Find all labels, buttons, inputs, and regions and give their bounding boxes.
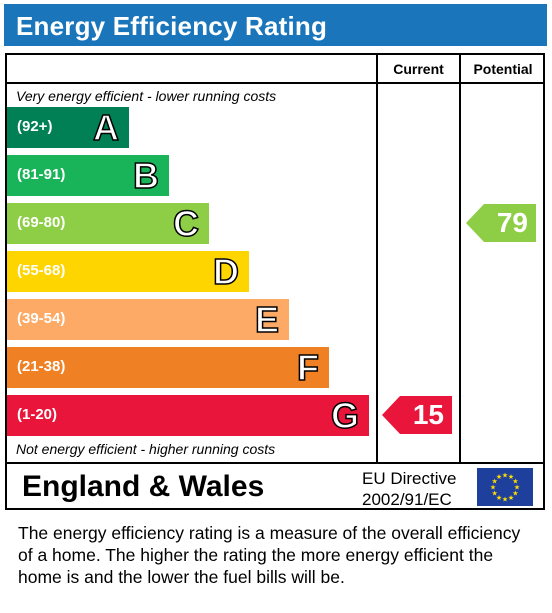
note-efficient: Very energy efficient - lower running co… <box>16 88 277 104</box>
band-range-label: (92+) <box>17 118 53 135</box>
band-range-label: (55-68) <box>17 262 66 279</box>
band-g: (1-20) G <box>7 394 369 437</box>
divider-current <box>376 53 378 464</box>
eu-star-icon: ★ <box>502 472 508 480</box>
current-rating-arrow: 15 <box>382 396 452 434</box>
band-range-label: (69-80) <box>17 214 66 231</box>
eu-star-icon: ★ <box>491 478 497 486</box>
country-label: England & Wales <box>22 470 265 503</box>
band-letter: D <box>212 250 240 293</box>
note-inefficient: Not energy efficient - higher running co… <box>16 441 276 457</box>
band-letter: A <box>92 106 120 149</box>
eu-directive: EU Directive 2002/91/EC <box>362 468 456 510</box>
band-letter: C <box>172 202 200 245</box>
eu-star-icon: ★ <box>508 473 514 481</box>
band-b: (81-91) B <box>7 154 169 197</box>
header-divider <box>5 82 545 84</box>
eu-star-icon: ★ <box>502 496 508 504</box>
potential-rating-arrow: 79 <box>466 204 536 242</box>
footer-divider <box>5 462 545 464</box>
band-d: (55-68) D <box>7 250 249 293</box>
band-range-label: (1-20) <box>17 406 58 423</box>
column-header-potential: Potential <box>473 61 533 77</box>
column-header-current: Current <box>393 61 444 77</box>
divider-potential <box>459 53 461 464</box>
eu-star-icon: ★ <box>496 494 502 502</box>
eu-star-icon: ★ <box>491 490 497 498</box>
directive-line-2: 2002/91/EC <box>362 490 452 509</box>
chart-title: Energy Efficiency Rating <box>16 11 328 41</box>
eu-star-icon: ★ <box>512 490 518 498</box>
band-letter: G <box>330 394 360 437</box>
band-letter: E <box>254 298 280 341</box>
eu-star-icon: ★ <box>514 484 520 492</box>
description-text: The energy efficiency rating is a measur… <box>18 523 521 587</box>
band-f: (21-38) F <box>7 346 329 389</box>
potential-rating-value: 79 <box>496 207 528 238</box>
eu-star-icon: ★ <box>508 494 514 502</box>
rating-frame <box>5 53 545 510</box>
band-a: (92+) A <box>7 106 129 149</box>
band-e: (39-54) E <box>7 298 289 341</box>
eu-star-icon: ★ <box>512 478 518 486</box>
band-letter: B <box>132 154 160 197</box>
eu-star-icon: ★ <box>496 473 502 481</box>
directive-line-1: EU Directive <box>362 469 457 488</box>
eu-flag-icon: ★ ★ ★ ★ ★ ★ ★ ★ ★ ★ ★ ★ <box>477 468 533 506</box>
eu-star-icon: ★ <box>490 484 496 492</box>
current-rating-value: 15 <box>412 399 444 430</box>
potential-arrow-shape <box>466 204 536 242</box>
eu-stars-icon: ★★★★★★★★★ ★ ★★ <box>490 472 520 504</box>
band-range-label: (21-38) <box>17 358 66 375</box>
band-range-label: (81-91) <box>17 166 66 183</box>
band-c: (69-80) C <box>7 202 209 245</box>
title-bar: Energy Efficiency Rating <box>4 4 547 46</box>
band-range-label: (39-54) <box>17 310 66 327</box>
current-arrow-shape <box>382 396 452 434</box>
band-letter: F <box>296 346 320 389</box>
